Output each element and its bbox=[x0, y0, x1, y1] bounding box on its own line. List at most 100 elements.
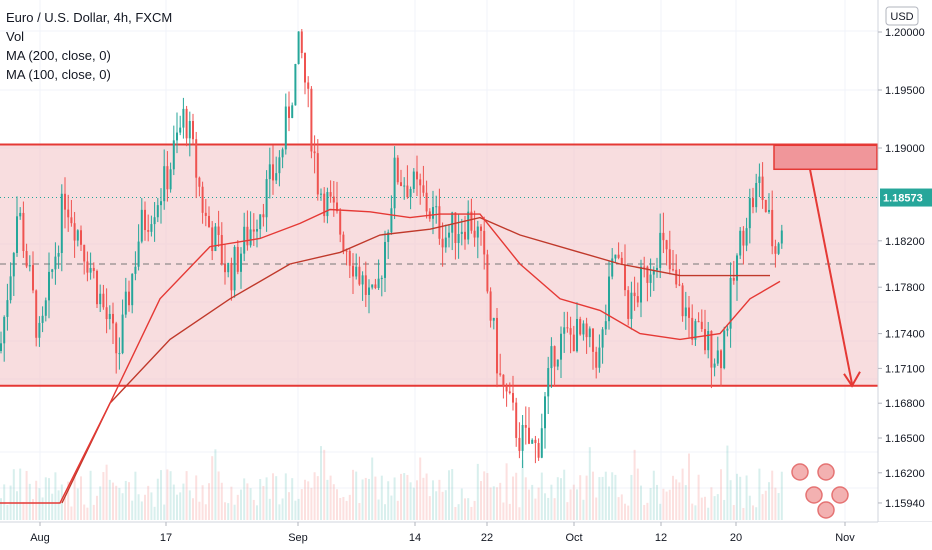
volume-bar bbox=[678, 482, 681, 520]
legend-ma200[interactable]: MA (200, close, 0) bbox=[6, 48, 111, 63]
volume-bar bbox=[48, 478, 50, 520]
candle-body bbox=[227, 263, 230, 273]
candle-body bbox=[467, 211, 470, 240]
candle-body bbox=[483, 230, 486, 255]
candle-body bbox=[169, 169, 172, 190]
volume-bar bbox=[569, 489, 572, 520]
volume-bar bbox=[156, 478, 159, 520]
volume-bar bbox=[176, 494, 178, 520]
candle-body bbox=[236, 246, 239, 272]
volume-bar bbox=[57, 490, 60, 520]
volume-bar bbox=[275, 476, 278, 520]
candle-body bbox=[476, 226, 479, 238]
volume-bar bbox=[374, 476, 377, 520]
candle-body bbox=[361, 275, 364, 285]
candle-body bbox=[201, 186, 204, 213]
candle-body bbox=[342, 234, 345, 251]
volume-bar bbox=[227, 503, 230, 520]
volume-bar bbox=[412, 487, 415, 520]
currency-box[interactable] bbox=[885, 6, 919, 26]
volume-bar bbox=[102, 472, 105, 520]
price-axis[interactable]: USD 1.20000 1.19500 1.19000 1.18573 1.18200 1.… bbox=[877, 0, 932, 550]
volume-bar bbox=[428, 496, 431, 520]
candle-body bbox=[252, 229, 255, 232]
target-box[interactable] bbox=[773, 144, 878, 171]
candle-body bbox=[515, 402, 518, 438]
arrow-head bbox=[843, 371, 861, 388]
candle-body bbox=[550, 346, 553, 369]
candle-body bbox=[406, 185, 409, 198]
candle-body bbox=[380, 277, 383, 279]
volume-bar bbox=[572, 484, 575, 520]
candle-body bbox=[579, 318, 582, 335]
candle-body bbox=[86, 261, 89, 273]
candle-body bbox=[723, 330, 726, 369]
volume-bar bbox=[681, 468, 684, 520]
volume-bar bbox=[278, 504, 281, 520]
candle-body bbox=[150, 224, 153, 232]
volume-bar bbox=[540, 472, 543, 520]
volume-bar bbox=[435, 491, 438, 520]
candle-body bbox=[387, 232, 390, 242]
volume-bar bbox=[652, 470, 655, 520]
chart-legend: Euro / U.S. Dollar, 4h, FXCM Vol MA (200… bbox=[6, 8, 172, 84]
volume-bar bbox=[617, 497, 620, 520]
range-zone bbox=[0, 144, 878, 386]
candle-body bbox=[300, 31, 303, 54]
candle-body bbox=[396, 157, 399, 183]
volume-bar bbox=[316, 476, 319, 520]
legend-title[interactable]: Euro / U.S. Dollar, 4h, FXCM bbox=[6, 10, 173, 25]
candle-body bbox=[480, 226, 482, 231]
candle-body bbox=[716, 350, 719, 364]
candle-body bbox=[652, 270, 655, 275]
volume-bar bbox=[608, 486, 610, 520]
volume-bar bbox=[80, 476, 82, 520]
volume-bar bbox=[636, 468, 639, 520]
volume-bar bbox=[259, 479, 262, 520]
candle-body bbox=[134, 266, 137, 274]
volume-bar bbox=[729, 480, 732, 520]
candle-body bbox=[675, 269, 678, 285]
volume-bar bbox=[745, 475, 748, 520]
volume-bar bbox=[208, 483, 210, 520]
volume-bar bbox=[0, 498, 2, 520]
forecast-arrow[interactable] bbox=[809, 169, 861, 388]
candle-body bbox=[521, 424, 524, 451]
candle-body bbox=[524, 424, 527, 428]
volume-bar bbox=[358, 503, 361, 520]
volume-bar bbox=[649, 488, 652, 520]
candle-body bbox=[16, 216, 18, 253]
volume-bar bbox=[51, 493, 54, 520]
legend-vol[interactable]: Vol bbox=[6, 29, 25, 44]
time-axis[interactable]: Aug 17 Sep 14 22 Oct 12 20 Nov bbox=[0, 521, 932, 550]
candle-body bbox=[614, 254, 617, 259]
volume-bar bbox=[336, 489, 338, 520]
volume-bar bbox=[252, 499, 255, 520]
volume-bar bbox=[598, 477, 601, 520]
volume-bar bbox=[688, 453, 690, 520]
volume-bar bbox=[179, 492, 182, 520]
candle-body bbox=[272, 164, 274, 181]
candle-body bbox=[336, 202, 338, 212]
volume-bar bbox=[476, 463, 479, 520]
candle-body bbox=[54, 256, 57, 270]
candle-body bbox=[204, 212, 207, 216]
volume-bar bbox=[195, 475, 198, 520]
candle-body bbox=[112, 313, 114, 324]
candle-body bbox=[281, 149, 284, 158]
legend-ma100[interactable]: MA (100, close, 0) bbox=[6, 67, 111, 82]
volume-bar bbox=[409, 482, 412, 520]
y-tick-label: 1.16800 bbox=[885, 398, 925, 410]
volume-bar bbox=[25, 470, 28, 520]
volume-bar bbox=[668, 489, 671, 520]
volume-bar bbox=[460, 488, 463, 520]
candle-body bbox=[275, 173, 278, 181]
volume-bar bbox=[713, 496, 716, 520]
x-tick-label: Aug bbox=[30, 532, 50, 544]
candle-body bbox=[508, 391, 511, 394]
volume-bar bbox=[592, 471, 594, 520]
candle-body bbox=[739, 230, 742, 256]
volume-bar bbox=[368, 478, 370, 520]
volume-bar bbox=[633, 449, 636, 520]
